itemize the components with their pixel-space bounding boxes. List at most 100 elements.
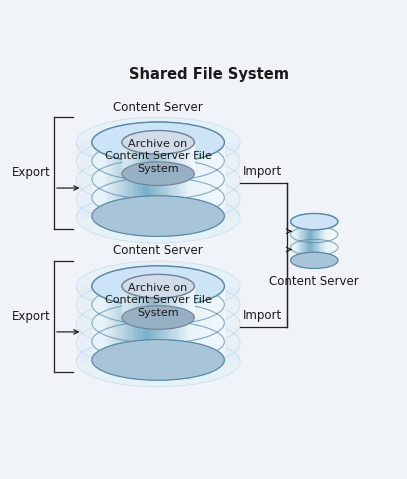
Bar [115, 286, 119, 360]
Bar [181, 142, 185, 216]
Bar [98, 286, 102, 360]
Bar [195, 142, 198, 216]
Bar [178, 142, 182, 216]
Bar [153, 286, 155, 318]
Bar [191, 142, 195, 216]
Bar [155, 286, 158, 360]
Bar [122, 286, 125, 360]
Bar [309, 222, 310, 261]
Bar [122, 142, 124, 174]
Bar [160, 286, 162, 318]
Bar [165, 142, 168, 216]
Bar [108, 286, 112, 360]
Bar [168, 286, 172, 360]
Ellipse shape [76, 261, 240, 311]
Bar [125, 286, 129, 360]
Bar [148, 286, 152, 360]
Bar [171, 142, 175, 216]
Bar [332, 222, 333, 261]
Bar [185, 286, 188, 360]
Bar [151, 286, 153, 318]
Bar [188, 286, 192, 360]
Bar [122, 286, 124, 318]
Bar [185, 142, 188, 216]
Ellipse shape [92, 122, 224, 162]
Bar [95, 286, 99, 360]
Bar [142, 142, 145, 216]
Bar [158, 286, 162, 360]
Bar [129, 286, 131, 318]
Bar [145, 286, 149, 360]
Bar [128, 286, 132, 360]
Bar [155, 286, 157, 318]
Bar [208, 142, 211, 216]
Bar [167, 142, 169, 174]
Bar [335, 222, 336, 261]
Bar [156, 286, 158, 318]
Bar [140, 142, 142, 174]
Bar [153, 142, 155, 174]
Text: Content Server: Content Server [269, 275, 359, 288]
Bar [92, 142, 96, 216]
Bar [315, 222, 317, 261]
Bar [201, 286, 205, 360]
Bar [92, 286, 96, 360]
Bar [189, 286, 191, 318]
Bar [193, 142, 195, 174]
Bar [171, 142, 173, 174]
Bar [337, 222, 338, 261]
Bar [136, 142, 138, 174]
Bar [76, 286, 240, 362]
Bar [131, 286, 133, 318]
Bar [301, 222, 303, 261]
Bar [102, 142, 105, 216]
Bar [185, 142, 188, 174]
Bar [138, 286, 140, 318]
Bar [125, 142, 128, 174]
Text: Export: Export [12, 310, 51, 323]
Bar [136, 286, 138, 318]
Bar [291, 222, 292, 261]
Bar [131, 142, 133, 174]
Bar [138, 142, 142, 216]
Bar [124, 286, 126, 318]
Bar [294, 222, 295, 261]
Bar [180, 286, 182, 318]
Bar [214, 142, 218, 216]
Bar [124, 142, 126, 174]
Bar [221, 286, 225, 360]
Bar [164, 142, 166, 174]
Bar [178, 142, 180, 174]
Bar [142, 142, 144, 174]
Bar [118, 142, 122, 216]
Bar [125, 286, 128, 318]
Bar [162, 286, 165, 360]
Text: Import: Import [243, 165, 282, 179]
Bar [204, 142, 208, 216]
Bar [305, 222, 306, 261]
Bar [317, 222, 318, 261]
Bar [155, 142, 158, 216]
Bar [310, 222, 311, 261]
Bar [198, 286, 201, 360]
Bar [221, 142, 225, 216]
Bar [187, 142, 189, 174]
Bar [169, 142, 171, 174]
Bar [164, 286, 166, 318]
Bar [184, 286, 186, 318]
Bar [182, 142, 184, 174]
Bar [181, 286, 185, 360]
Text: Import: Import [243, 309, 282, 322]
Bar [76, 142, 240, 218]
Bar [304, 222, 305, 261]
Bar [176, 286, 178, 318]
Bar [300, 222, 302, 261]
Bar [335, 222, 337, 261]
Bar [211, 142, 215, 216]
Bar [175, 286, 177, 318]
Bar [189, 142, 191, 174]
Bar [98, 142, 102, 216]
Bar [175, 142, 178, 216]
Bar [162, 142, 164, 174]
Bar [175, 142, 177, 174]
